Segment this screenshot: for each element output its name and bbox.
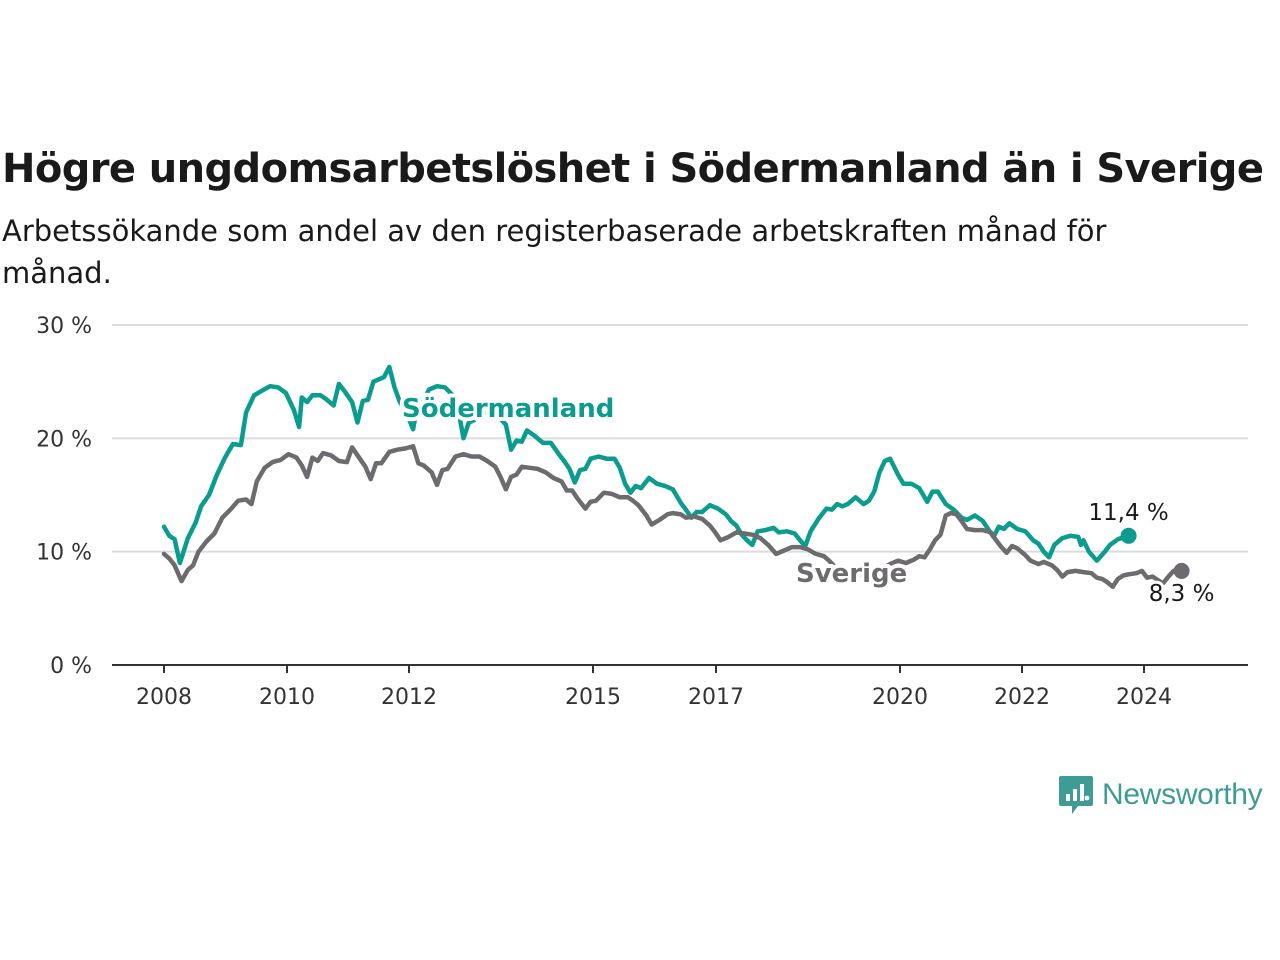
series-name-label-sodermanland: Södermanland (402, 394, 614, 424)
x-tick-label: 2024 (1116, 685, 1172, 710)
end-value-label-sodermanland-halo: 11,4 % (1088, 500, 1168, 526)
line-chart: 0 % 10 % 20 % 30 % 2008 2010 2012 2015 2017 2020… (36, 314, 1248, 710)
y-axis-tick-labels: 0 % 10 % 20 % 30 % (36, 314, 92, 679)
y-tick-label: 30 % (36, 314, 92, 339)
series-lines (161, 364, 1190, 590)
y-tick-label: 20 % (36, 427, 92, 452)
series-labels: SödermanlandSödermanlandSverigeSverige11… (398, 390, 1217, 610)
grid-lines (112, 324, 1248, 553)
series-name-label-sodermanland-halo: Södermanland (402, 394, 614, 424)
series-end-point (1120, 527, 1137, 544)
y-tick-label: 10 % (36, 541, 92, 566)
x-axis: 2008 2010 2012 2015 2017 2020 2022 2024 (112, 664, 1248, 710)
x-tick-label: 2022 (994, 685, 1050, 710)
newsworthy-logo-icon (1059, 776, 1093, 814)
x-tick-label: 2008 (136, 685, 192, 710)
newsworthy-logo: Newsworthy (1058, 774, 1263, 816)
series-line-s-dermanland (161, 364, 1131, 566)
y-tick-label: 0 % (50, 654, 92, 679)
x-tick-label: 2015 (565, 685, 621, 710)
x-tick-label: 2020 (872, 685, 928, 710)
x-tick-label: 2017 (688, 685, 744, 710)
chart-subtitle: Arbetssökande som andel av den registerb… (2, 214, 1107, 290)
series-name-label-sverige-halo: Sverige (796, 559, 907, 589)
series-end-point (1173, 562, 1190, 579)
x-tick-label: 2012 (381, 685, 437, 710)
x-tick-label: 2010 (259, 685, 315, 710)
end-value-label-sverige-halo: 8,3 % (1149, 581, 1215, 607)
chart-title: Högre ungdomsarbetslöshet i Södermanland… (2, 146, 1264, 192)
end-value-label-sverige: 8,3 % (1149, 581, 1215, 607)
end-value-label-sodermanland: 11,4 % (1088, 500, 1168, 526)
series-name-label-sverige: Sverige (796, 559, 907, 589)
logo-text: Newsworthy (1102, 778, 1263, 811)
series-line-sverige (161, 444, 1184, 590)
